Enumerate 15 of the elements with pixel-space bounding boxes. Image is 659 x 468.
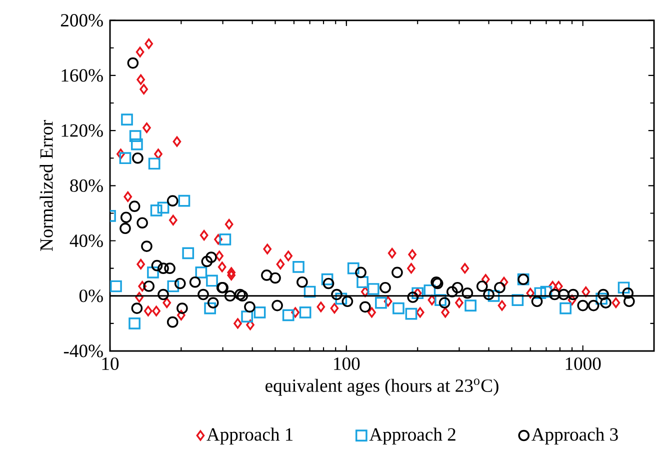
y-tick-label: 200%: [60, 14, 103, 27]
x-axis-title: equivalent ages (hours at 23$^{o}$C): [266, 378, 498, 396]
x-tick-label: 1000: [566, 357, 601, 370]
x-tick-label: 10: [102, 357, 119, 370]
y-tick-label: 80%: [70, 179, 103, 192]
y-tick-label: 160%: [62, 69, 103, 82]
y-tick-label: 0%: [79, 290, 103, 302]
x-tick-label: 100: [334, 357, 360, 370]
y-axis-title: Normalized Error: [40, 120, 53, 251]
legend-label: Approach 2: [369, 428, 456, 445]
legend-label: Approach 1: [206, 428, 293, 445]
y-tick-label: 40%: [70, 234, 103, 248]
y-tick-label: 120%: [62, 124, 103, 137]
y-tick-label: -40%: [64, 344, 103, 358]
legend-label: Approach 3: [532, 428, 618, 445]
